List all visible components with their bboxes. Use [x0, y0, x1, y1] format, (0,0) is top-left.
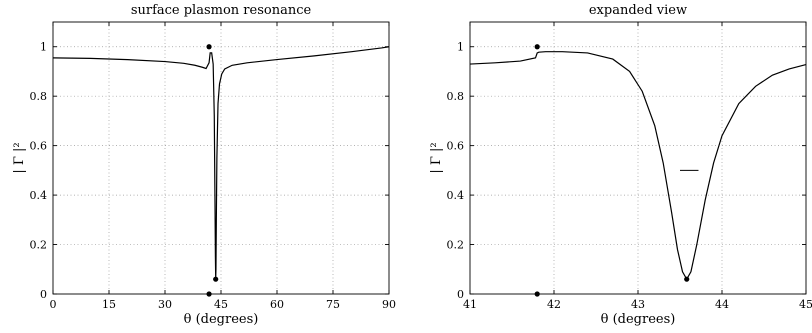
chart-2-series-1-line [469, 51, 807, 281]
chart-1: surface plasmon resonance 0 15 30 45 60 75 90 0 0… [12, 3, 396, 327]
chart-1-xtick-label-1: 15 [102, 298, 116, 311]
chart-1-ytick-label-2: 0.4 [30, 189, 48, 202]
chart-1-xtick-label-2: 30 [158, 298, 172, 311]
chart-2-ylabel: | Γ |² [429, 142, 444, 173]
chart-1-marker-2 [213, 276, 219, 282]
chart-2-ytick-label-1: 0.2 [447, 239, 465, 252]
chart-1-ytick-label-4: 0.8 [30, 90, 48, 103]
chart-1-title: surface plasmon resonance [131, 3, 312, 18]
chart-2-xtick-label-4: 45 [799, 298, 812, 311]
chart-1-xtick-label-3: 45 [214, 298, 228, 311]
chart-1-ytick-label-3: 0.6 [30, 140, 48, 153]
chart-2-marker-1 [534, 44, 540, 50]
chart-2-ytick-label-0: 0 [457, 288, 464, 301]
chart-1-series-1-line [52, 46, 390, 280]
chart-2: expanded view 41 42 43 44 45 0 0.2 0.4 0.6 0.8 1 θ (… [429, 3, 812, 327]
chart-2-ytick-label-4: 0.8 [447, 90, 465, 103]
chart-1-ytick-label-0: 0 [40, 288, 47, 301]
chart-2-xtick-label-0: 41 [463, 298, 477, 311]
chart-1-xtick-label-4: 60 [270, 298, 284, 311]
chart-1-ylabel: | Γ |² [12, 142, 27, 173]
chart-2-title: expanded view [589, 3, 687, 18]
chart-1-xtick-label-0: 0 [50, 298, 57, 311]
chart-2-ytick-label-5: 1 [457, 41, 464, 54]
chart-1-xtick-label-6: 90 [382, 298, 396, 311]
chart-2-xtick-label-1: 42 [547, 298, 561, 311]
chart-2-xtick-label-3: 44 [715, 298, 729, 311]
chart-1-ytick-label-1: 0.2 [30, 239, 48, 252]
chart-1-xtick-label-5: 75 [326, 298, 340, 311]
chart-2-marker-3 [534, 291, 540, 297]
chart-2-marker-2 [684, 276, 690, 282]
chart-2-ytick-label-2: 0.4 [447, 189, 465, 202]
chart-1-marker-3 [206, 291, 212, 297]
chart-1-ytick-label-5: 1 [40, 41, 47, 54]
chart-2-xlabel: θ (degrees) [601, 312, 676, 327]
chart-2-ytick-label-3: 0.6 [447, 140, 465, 153]
chart-1-marker-1 [206, 44, 212, 50]
chart-2-xtick-label-2: 43 [631, 298, 645, 311]
chart-1-xlabel: θ (degrees) [184, 312, 259, 327]
